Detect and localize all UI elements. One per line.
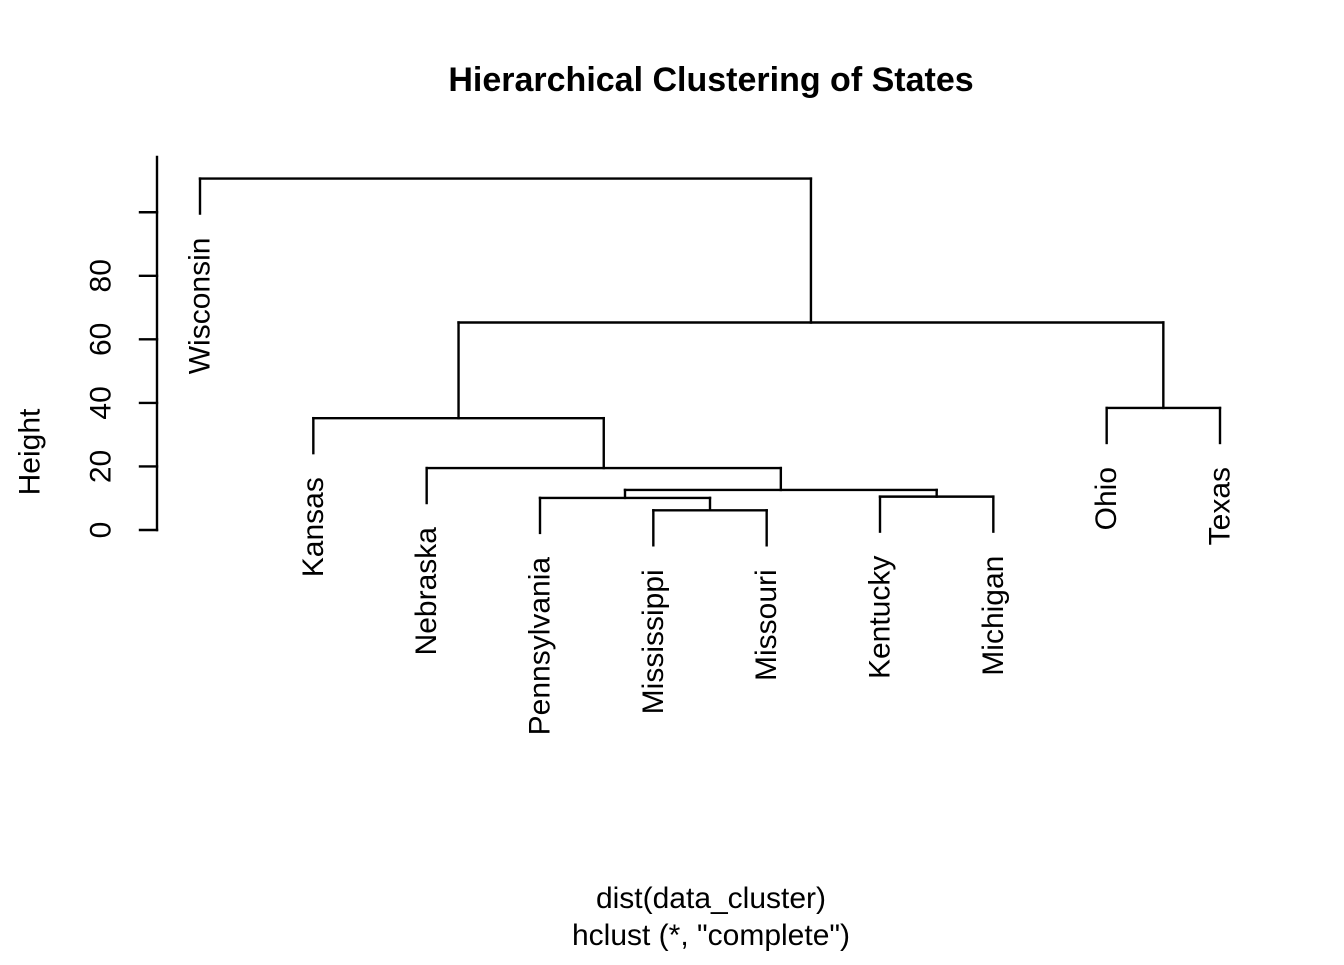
y-axis-tick-label: 20 bbox=[85, 450, 118, 483]
x-axis-caption-line2: hclust (*, "complete") bbox=[572, 919, 850, 952]
leaf-label-kentucky: Kentucky bbox=[864, 556, 897, 679]
y-axis-tick-label: 80 bbox=[85, 259, 118, 292]
y-axis-label: Height bbox=[14, 408, 47, 495]
x-axis-caption-line1: dist(data_cluster) bbox=[596, 882, 826, 915]
leaf-label-kansas: Kansas bbox=[297, 477, 330, 577]
leaf-label-nebraska: Nebraska bbox=[410, 527, 443, 656]
chart-title: Hierarchical Clustering of States bbox=[448, 61, 973, 99]
dendrogram-tree: Wisconsin Kansas Nebraska Pennsylvania Missi… bbox=[184, 177, 1237, 736]
leaf-label-ohio: Ohio bbox=[1090, 467, 1123, 530]
y-axis-tick-label: 60 bbox=[85, 323, 118, 356]
leaf-label-wisconsin: Wisconsin bbox=[184, 238, 217, 375]
leaf-label-missouri: Missouri bbox=[750, 569, 783, 681]
leaf-label-texas: Texas bbox=[1204, 467, 1237, 545]
y-axis: 0 20 40 60 80 bbox=[85, 155, 159, 539]
leaf-label-mississippi: Mississippi bbox=[637, 569, 670, 714]
y-axis-tick-label: 40 bbox=[85, 386, 118, 419]
leaf-label-pennsylvania: Pennsylvania bbox=[524, 557, 557, 736]
y-axis-tick-label: 0 bbox=[85, 522, 118, 539]
leaf-label-michigan: Michigan bbox=[977, 556, 1010, 676]
